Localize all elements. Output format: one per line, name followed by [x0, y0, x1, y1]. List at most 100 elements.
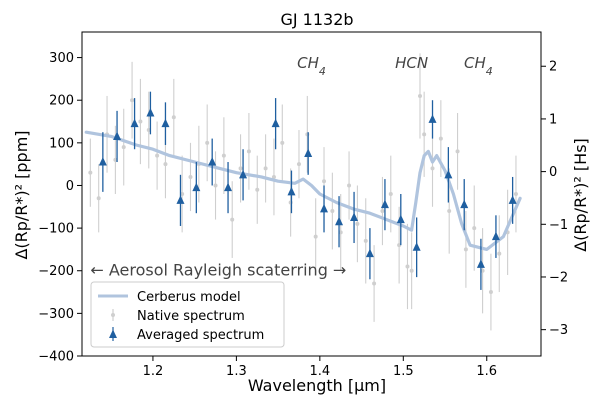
native-point [230, 217, 235, 222]
y-tick-label: 100 [49, 136, 74, 151]
native-point [171, 115, 176, 120]
averaged-point [287, 186, 296, 196]
averaged-point [304, 148, 313, 157]
averaged-point [176, 195, 185, 204]
plot-frame [81, 31, 542, 357]
annotation-layer: ← Aerosol Rayleigh scaterring → CH4 HCN CH… [90, 54, 492, 280]
native-point [180, 192, 185, 196]
averaged-point [192, 182, 201, 192]
y-tick-label: −100 [38, 222, 74, 237]
native-point [330, 209, 335, 214]
y-tick-label: 300 [49, 51, 74, 66]
averaged-point [146, 108, 155, 117]
model-layer [84, 130, 522, 251]
y-tick-label: −200 [38, 264, 74, 279]
averaged-point [350, 212, 359, 221]
native-point [238, 166, 243, 171]
averaged-point [491, 231, 500, 241]
legend-swatch-averaged [109, 329, 117, 338]
native-point [280, 140, 285, 145]
native-point [405, 264, 410, 269]
y-right-tick-label: −2 [549, 270, 568, 285]
averaged-point [508, 195, 517, 204]
averaged-point [412, 242, 421, 251]
legend-box [90, 281, 285, 348]
averaged-point [98, 157, 107, 166]
x-tick-label: 1.6 [476, 364, 497, 379]
molecule-label: HCN [395, 54, 428, 72]
native-point [497, 251, 502, 256]
native-point [417, 93, 422, 98]
averaged-point [161, 118, 170, 128]
x-axis: 1.2 1.3 1.4 1.5 1.6 [143, 356, 497, 379]
x-tick-label: 1.2 [143, 364, 164, 379]
native-point [422, 132, 427, 137]
native-point [188, 174, 193, 179]
x-tick-label: 1.4 [310, 364, 331, 379]
averaged-spectrum-layer [98, 91, 517, 290]
y-axis-right: −3 −2 −1 0 1 2 [541, 60, 568, 338]
native-point [138, 119, 143, 124]
y-axis-left-title: Δ(Rp/R*)² [ppm] [12, 130, 31, 259]
legend-label-model: Cerberus model [137, 290, 241, 305]
native-point [409, 268, 414, 273]
chart-title: GJ 1132b [280, 10, 353, 29]
native-point [263, 166, 268, 171]
native-point [296, 162, 301, 167]
native-point [472, 226, 477, 231]
y-tick-label: −300 [38, 307, 74, 322]
averaged-point [476, 259, 485, 268]
averaged-point [460, 199, 469, 209]
legend-swatch-native [111, 313, 115, 317]
native-point [146, 128, 151, 133]
y-right-tick-label: −1 [549, 218, 568, 233]
molecule-label: CH4 [297, 54, 326, 78]
native-point [322, 179, 327, 184]
averaged-point [130, 118, 139, 128]
y-axis-left: −400 −300 −200 −100 0 100 200 300 [38, 51, 82, 365]
native-point [480, 268, 485, 273]
legend: Cerberus model Native spectrum Averaged … [90, 281, 285, 348]
native-point [363, 238, 368, 243]
averaged-point [428, 114, 437, 123]
native-point [455, 149, 460, 154]
native-point [338, 230, 343, 235]
legend-label-native: Native spectrum [137, 309, 245, 324]
native-point [121, 145, 126, 150]
y-tick-label: −400 [38, 350, 74, 365]
native-point [397, 243, 402, 248]
y-tick-label: 0 [66, 179, 74, 194]
native-point [388, 192, 393, 196]
native-spectrum-layer [88, 53, 518, 331]
y-right-tick-label: 1 [549, 112, 557, 127]
native-point [163, 162, 168, 167]
averaged-point [365, 248, 374, 258]
y-right-tick-label: −3 [549, 323, 568, 338]
averaged-point [335, 216, 344, 226]
averaged-point [208, 157, 217, 166]
y-axis-right-title: Δ(Rp/R*)² [Hs] [571, 138, 590, 252]
native-point [355, 221, 360, 226]
native-point [372, 281, 377, 286]
native-point [246, 149, 251, 154]
molecule-label: CH4 [464, 54, 493, 78]
native-point [255, 187, 260, 192]
averaged-point [224, 182, 233, 192]
y-right-tick-label: 2 [549, 60, 557, 75]
native-point [213, 183, 218, 188]
native-point [447, 209, 452, 214]
averaged-point [396, 214, 405, 224]
native-point [155, 153, 160, 158]
averaged-point [271, 118, 280, 128]
native-point [380, 209, 385, 214]
native-point [113, 157, 118, 162]
averaged-point [444, 169, 453, 179]
native-point [96, 196, 101, 201]
y-right-tick-label: 0 [549, 165, 557, 180]
native-point [463, 247, 468, 252]
averaged-point [320, 203, 329, 213]
aerosol-annotation: ← Aerosol Rayleigh scaterring → [90, 261, 346, 280]
legend-label-averaged: Averaged spectrum [137, 328, 264, 343]
y-tick-label: 200 [49, 94, 74, 109]
